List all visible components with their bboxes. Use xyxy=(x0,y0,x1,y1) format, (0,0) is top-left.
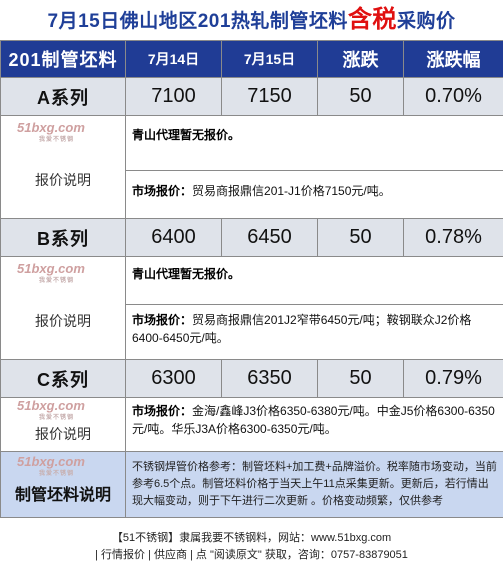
note-label-cell: 51bxg.com 我爱不锈钢 报价说明 xyxy=(0,256,126,360)
note-section-2: 市场报价：金海/鑫峰J3价格6350-6380元/吨。中金J5价格6300-63… xyxy=(132,404,495,436)
price-jul15: 6350 xyxy=(221,359,318,398)
note-label: 报价说明 xyxy=(35,313,91,329)
note-label: 报价说明 xyxy=(35,172,91,188)
footer: 【51不锈钢】隶属我要不锈钢料，网站：www.51bxg.com | 行情报价 … xyxy=(0,523,503,572)
header-jul14: 7月14日 xyxy=(125,40,222,78)
header-jul15: 7月15日 xyxy=(221,40,318,78)
watermark-logo: 51bxg.com 我爱不锈钢 xyxy=(17,120,85,143)
price-change: 50 xyxy=(317,77,404,116)
price-row-a: A系列 7100 7150 50 0.70% xyxy=(0,77,503,116)
note-content: 市场报价：金海/鑫峰J3价格6350-6380元/吨。中金J5价格6300-63… xyxy=(125,397,503,452)
note-label-cell: 51bxg.com 我爱不锈钢 报价说明 xyxy=(0,397,126,452)
title-main: 7月15日佛山地区201热轧制管坯料 xyxy=(47,11,348,32)
title-tail: 采购价 xyxy=(396,11,456,32)
series-name: C系列 xyxy=(0,359,126,398)
note-content: 青山代理暂无报价。 市场报价：贸易商报鼎信201-J1价格7150元/吨。 xyxy=(125,115,503,219)
note-row-c: 51bxg.com 我爱不锈钢 报价说明 市场报价：金海/鑫峰J3价格6350-6… xyxy=(0,397,503,452)
price-change-pct: 0.78% xyxy=(403,218,503,257)
watermark-logo: 51bxg.com 我爱不锈钢 xyxy=(17,398,85,421)
header-change-pct: 涨跌幅 xyxy=(403,40,503,78)
explain-row: 51bxg.com 我爱不锈钢 制管坯料说明 不锈钢焊管价格参考：制管坯料+加工费… xyxy=(0,451,503,518)
explain-text: 不锈钢焊管价格参考：制管坯料+加工费+品牌溢价。税率随市场变动，当前参考6.5个… xyxy=(125,451,503,518)
note-section-1: 青山代理暂无报价。 xyxy=(126,116,503,171)
explain-label: 制管坯料说明 xyxy=(14,486,111,504)
page-title: 7月15日佛山地区201热轧制管坯料含税采购价 xyxy=(0,0,503,40)
note-label-cell: 51bxg.com 我爱不锈钢 报价说明 xyxy=(0,115,126,219)
series-name: A系列 xyxy=(0,77,126,116)
header-change: 涨跌 xyxy=(317,40,404,78)
note-section-1: 青山代理暂无报价。 xyxy=(126,257,503,305)
series-name: B系列 xyxy=(0,218,126,257)
explain-label-cell: 51bxg.com 我爱不锈钢 制管坯料说明 xyxy=(0,451,126,518)
price-change: 50 xyxy=(317,359,404,398)
price-table: 201制管坯料 7月14日 7月15日 涨跌 涨跌幅 A系列 7100 7150… xyxy=(0,40,503,518)
header-product: 201制管坯料 xyxy=(0,40,126,78)
price-jul14: 7100 xyxy=(125,77,222,116)
footer-line-1: 【51不锈钢】隶属我要不锈钢料，网站：www.51bxg.com xyxy=(111,532,392,544)
note-section-2: 市场报价：贸易商报鼎信201J2窄带6450元/吨；鞍钢联众J2价格6400-6… xyxy=(132,313,472,345)
note-content: 青山代理暂无报价。 市场报价：贸易商报鼎信201J2窄带6450元/吨；鞍钢联众… xyxy=(125,256,503,360)
title-highlight: 含税 xyxy=(347,6,397,33)
footer-line-2: | 行情报价 | 供应商 | 点 "阅读原文" 获取，咨询：0757-83879… xyxy=(95,549,408,561)
table-header-row: 201制管坯料 7月14日 7月15日 涨跌 涨跌幅 xyxy=(0,40,503,78)
note-row-b: 51bxg.com 我爱不锈钢 报价说明 青山代理暂无报价。 市场报价：贸易商报鼎… xyxy=(0,256,503,360)
price-row-c: C系列 6300 6350 50 0.79% xyxy=(0,359,503,398)
note-section-2: 市场报价：贸易商报鼎信201-J1价格7150元/吨。 xyxy=(132,184,391,198)
price-change: 50 xyxy=(317,218,404,257)
price-jul15: 7150 xyxy=(221,77,318,116)
price-jul15: 6450 xyxy=(221,218,318,257)
note-row-a: 51bxg.com 我爱不锈钢 报价说明 青山代理暂无报价。 市场报价：贸易商报鼎… xyxy=(0,115,503,219)
price-jul14: 6400 xyxy=(125,218,222,257)
price-change-pct: 0.70% xyxy=(403,77,503,116)
note-label: 报价说明 xyxy=(35,425,91,442)
price-jul14: 6300 xyxy=(125,359,222,398)
watermark-logo: 51bxg.com 我爱不锈钢 xyxy=(17,454,85,477)
price-change-pct: 0.79% xyxy=(403,359,503,398)
watermark-logo: 51bxg.com 我爱不锈钢 xyxy=(17,261,85,284)
price-row-b: B系列 6400 6450 50 0.78% xyxy=(0,218,503,257)
